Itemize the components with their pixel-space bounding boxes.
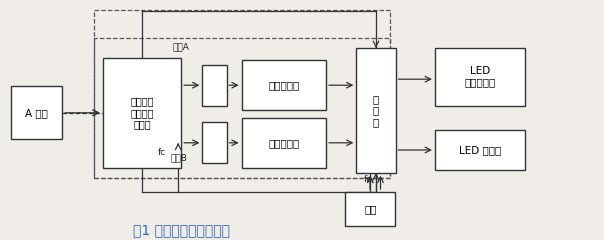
Bar (94, 38, 390, 178)
Text: fc: fc (158, 148, 167, 157)
Text: LED
数码显示器: LED 数码显示器 (464, 66, 496, 88)
Bar (94, 10, 390, 178)
Text: 硬件计数器: 硬件计数器 (268, 80, 300, 90)
Bar (103, 58, 181, 168)
Text: 同步门及
功能切换
逻　辑: 同步门及 功能切换 逻 辑 (130, 96, 153, 129)
Text: A 通道: A 通道 (25, 108, 48, 118)
Text: 闸门B: 闸门B (171, 153, 188, 162)
Text: 时间计数器: 时间计数器 (268, 138, 300, 148)
Text: LED 发光管: LED 发光管 (459, 145, 501, 155)
Bar (202, 122, 226, 163)
Text: 单
片
机: 单 片 机 (373, 94, 379, 127)
Text: 闸门A: 闸门A (172, 43, 189, 52)
Bar (242, 118, 326, 168)
Bar (242, 60, 326, 110)
Bar (202, 65, 226, 106)
Bar (345, 192, 395, 226)
Text: 按键: 按键 (364, 204, 376, 214)
Text: fc: fc (364, 175, 372, 184)
Bar (11, 86, 62, 139)
Bar (435, 130, 525, 170)
Bar (435, 48, 525, 106)
Bar (356, 48, 396, 173)
Text: 图1 频率计的系统方框图: 图1 频率计的系统方框图 (133, 224, 230, 238)
